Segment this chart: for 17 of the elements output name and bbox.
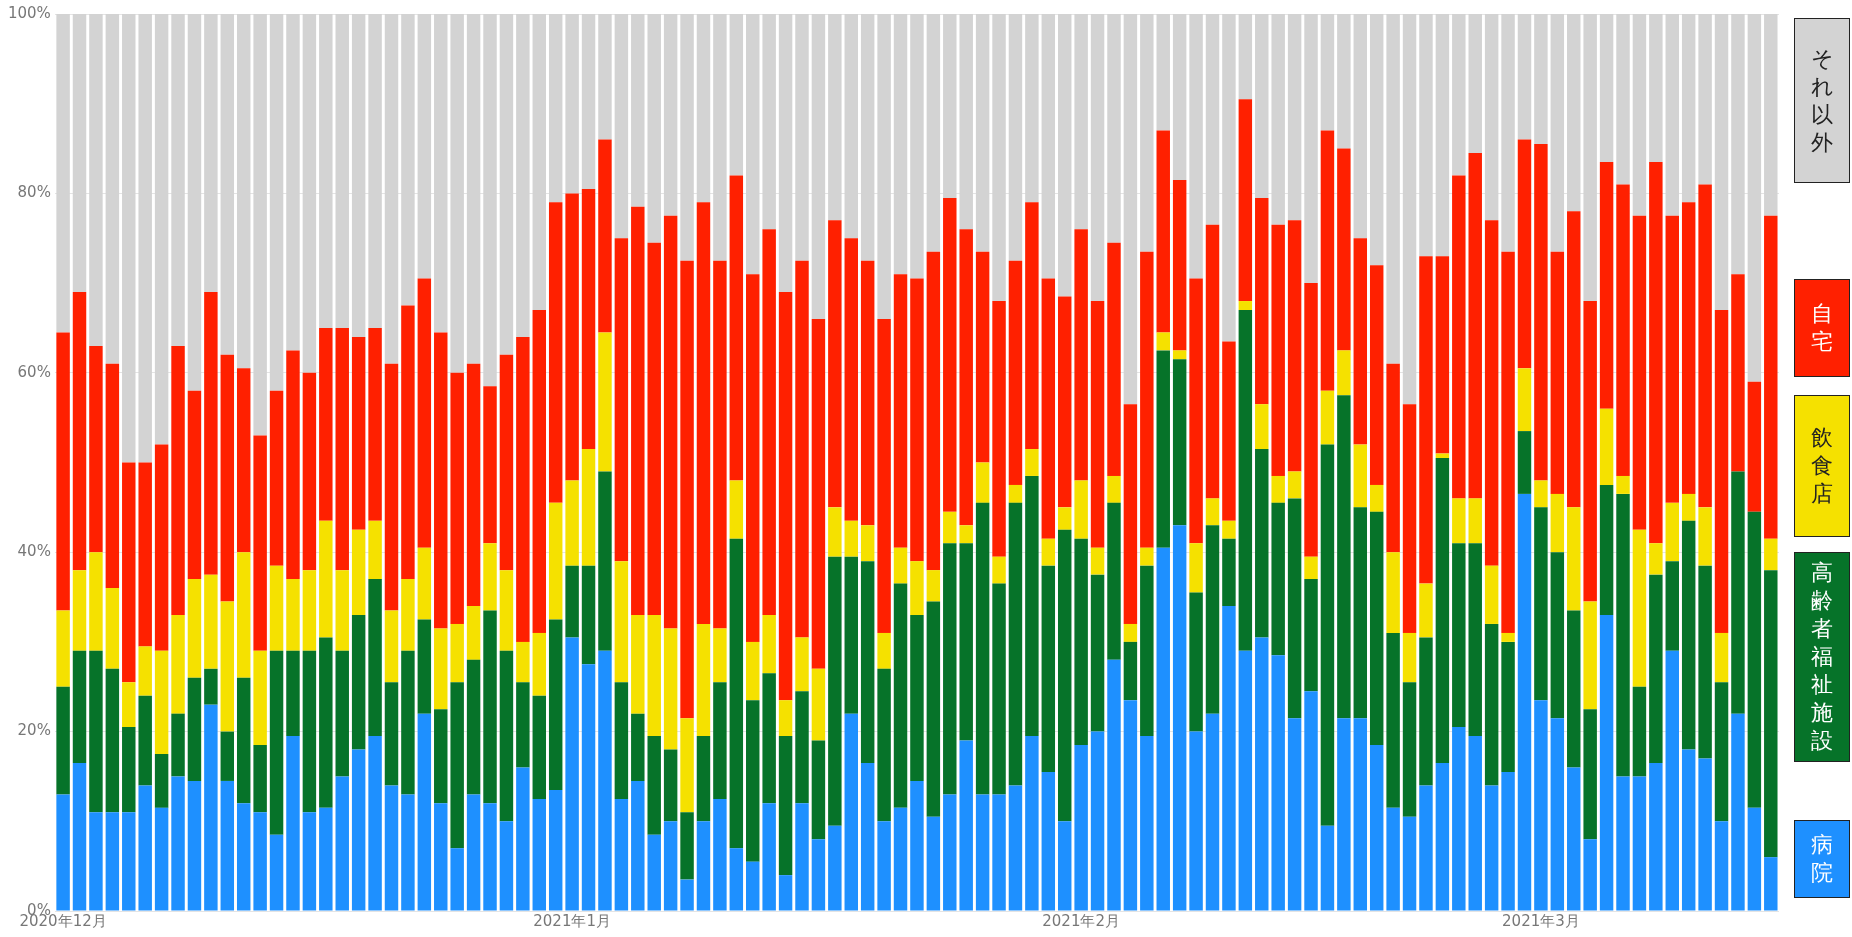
series-label: 自宅 — [1810, 300, 1834, 356]
legend-box: それ以外 — [1794, 18, 1850, 183]
y-tick-label: 100% — [7, 3, 51, 22]
series-label: 高齢者福祉施設 — [1810, 559, 1834, 755]
y-tick-label: 80% — [17, 183, 51, 202]
legend-box: 飲食店 — [1794, 395, 1850, 537]
x-tick-label: 2021年3月 — [1502, 911, 1580, 930]
legend-box: 高齢者福祉施設 — [1794, 552, 1850, 762]
series-label: それ以外 — [1810, 44, 1834, 157]
series-label: 病院 — [1810, 831, 1834, 887]
x-tick-label: 2021年2月 — [1042, 911, 1120, 930]
y-tick-label: 40% — [17, 542, 51, 561]
y-tick-label: 20% — [17, 721, 51, 740]
legend-box: 病院 — [1794, 820, 1850, 898]
y-tick-label: 60% — [17, 362, 51, 381]
x-tick-label: 2021年1月 — [533, 911, 611, 930]
legend-box: 自宅 — [1794, 279, 1850, 377]
